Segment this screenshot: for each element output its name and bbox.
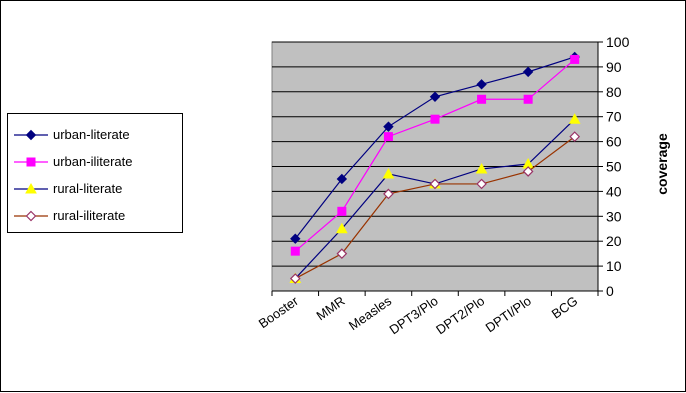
y-tick-label: 50 — [606, 159, 622, 175]
x-tick-label: MMR — [314, 293, 348, 323]
data-point — [522, 66, 534, 78]
data-point — [336, 173, 348, 185]
y-tick-label: 20 — [606, 233, 622, 249]
data-point — [568, 113, 581, 124]
y-tick-label: 100 — [606, 34, 630, 50]
x-tick-label: Booster — [256, 293, 302, 331]
legend-label: urban-literate — [53, 127, 130, 142]
legend: urban-literate urban-iliterate rural-liter… — [7, 113, 183, 233]
x-tick-label: DPTI/Plo — [483, 293, 534, 335]
y-tick-label: 80 — [606, 84, 622, 100]
series-group — [289, 51, 581, 284]
data-point — [25, 129, 37, 140]
legend-item: rural-iliterate — [8, 202, 182, 229]
data-point — [475, 162, 488, 174]
legend-label: rural-literate — [53, 181, 123, 196]
data-point — [523, 94, 533, 104]
data-point — [383, 188, 394, 200]
data-point — [430, 114, 440, 124]
data-point — [289, 273, 301, 284]
x-tick-label: DPT2/Plo — [433, 293, 487, 337]
y-tick-label: 70 — [606, 109, 622, 125]
data-point — [476, 178, 487, 190]
x-tick-label: BCG — [549, 293, 581, 321]
data-point — [383, 132, 393, 142]
data-point — [25, 210, 37, 221]
y-tick-label: 90 — [606, 59, 622, 75]
data-point — [476, 79, 487, 90]
data-point — [477, 94, 487, 104]
data-point — [336, 248, 348, 259]
y-tick-label: 40 — [606, 183, 622, 199]
series-rural-iliterate — [289, 131, 581, 284]
data-point — [382, 167, 395, 179]
data-point — [337, 206, 347, 216]
x-tick-label: DPT3/Plo — [387, 293, 441, 337]
y-tick-label: 0 — [606, 283, 614, 299]
data-point — [290, 246, 300, 256]
data-point — [569, 131, 581, 142]
y-axis-title: coverage — [654, 133, 670, 195]
legend-swatch — [14, 157, 48, 166]
data-point — [429, 91, 441, 102]
data-point — [570, 54, 580, 64]
data-point — [26, 157, 36, 166]
legend-swatch — [14, 129, 48, 140]
legend-swatch — [14, 182, 48, 193]
plot-area — [271, 41, 599, 292]
y-tick-label: 10 — [606, 258, 622, 274]
series-urban-iliterate — [290, 54, 580, 256]
data-point — [383, 121, 394, 132]
legend-item: urban-literate — [8, 121, 182, 148]
data-point — [25, 182, 37, 193]
legend-item: urban-iliterate — [8, 148, 182, 175]
legend-label: rural-iliterate — [53, 208, 126, 223]
y-tick-label: 30 — [606, 208, 622, 224]
y-tick-label: 60 — [606, 134, 622, 150]
data-point — [336, 222, 348, 234]
legend-swatch — [14, 210, 48, 221]
legend-item: rural-literate — [8, 175, 182, 202]
series-urban-literate — [290, 51, 580, 244]
data-point — [522, 166, 534, 177]
data-point — [290, 233, 301, 244]
data-point — [429, 178, 441, 190]
legend-label: urban-iliterate — [53, 154, 133, 169]
